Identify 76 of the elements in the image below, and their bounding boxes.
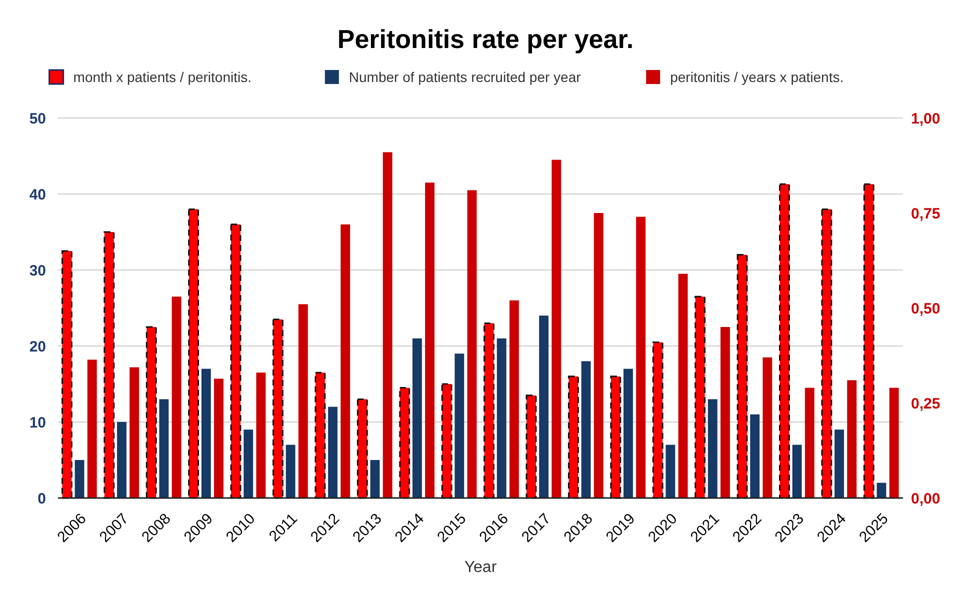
bar xyxy=(146,326,157,499)
bar xyxy=(779,183,790,499)
chart-title: Peritonitis rate per year. xyxy=(337,24,634,54)
bar xyxy=(694,296,706,499)
bar xyxy=(425,182,434,498)
bar xyxy=(484,322,494,499)
bar xyxy=(412,338,422,498)
y-tick-label: 30 xyxy=(29,262,46,280)
bar xyxy=(624,368,633,498)
bar xyxy=(298,304,308,498)
y-tick-label: 0 xyxy=(38,490,46,508)
legend-label: peritonitis / years x patients. xyxy=(670,69,844,85)
bar xyxy=(87,360,97,498)
y2-tick-label: 0,75 xyxy=(911,205,940,222)
bar xyxy=(581,361,591,498)
bar xyxy=(708,399,718,498)
bar xyxy=(652,341,664,499)
bar xyxy=(863,183,874,499)
bar xyxy=(876,482,886,498)
y2-tick-label: 0,50 xyxy=(911,300,940,318)
y-tick-label: 40 xyxy=(29,186,46,204)
bar xyxy=(230,224,242,499)
bar xyxy=(610,376,622,499)
bar xyxy=(792,444,802,498)
bar xyxy=(594,213,604,498)
bar xyxy=(272,318,284,499)
bar xyxy=(509,300,519,498)
bar xyxy=(74,460,84,498)
bar xyxy=(454,354,464,498)
bar xyxy=(526,394,537,499)
y2-tick-label: 0,25 xyxy=(911,395,940,412)
bar xyxy=(328,406,338,498)
bar xyxy=(244,430,254,498)
bar xyxy=(821,208,832,499)
bar xyxy=(117,422,126,498)
bar xyxy=(159,399,169,498)
bar xyxy=(636,216,646,498)
bar xyxy=(201,368,211,498)
x-axis-title: Year xyxy=(464,559,498,576)
bar xyxy=(750,414,760,498)
bar xyxy=(256,372,266,498)
bar xyxy=(720,327,730,498)
bar xyxy=(314,372,326,499)
bar xyxy=(539,316,549,498)
y2-tick-label: 0,00 xyxy=(911,490,940,508)
bar xyxy=(286,444,296,498)
bar xyxy=(804,388,814,498)
bar xyxy=(130,367,140,498)
bar xyxy=(736,254,748,499)
y-tick-label: 50 xyxy=(29,110,46,128)
bar xyxy=(104,231,115,499)
bar xyxy=(441,383,452,499)
bar xyxy=(356,398,368,499)
legend-label: Number of patients recruited per year xyxy=(348,69,582,85)
y2-tick-label: 1,00 xyxy=(911,110,940,128)
y-tick-label: 20 xyxy=(29,338,46,356)
bar xyxy=(467,190,477,498)
y-tick-label: 10 xyxy=(29,414,46,432)
bar xyxy=(568,376,579,499)
bar xyxy=(340,224,350,498)
bar xyxy=(382,152,392,498)
legend-label: month x patients / peritonitis. xyxy=(73,69,252,85)
bar xyxy=(61,250,72,499)
bar xyxy=(496,338,506,498)
bar xyxy=(847,380,857,498)
bar xyxy=(188,208,200,499)
bar xyxy=(666,444,676,498)
bar xyxy=(678,274,688,498)
bar xyxy=(834,430,844,498)
bar xyxy=(552,160,562,498)
bar xyxy=(214,378,224,498)
bar xyxy=(762,357,772,498)
bar xyxy=(889,388,899,498)
bar xyxy=(399,387,410,499)
bar xyxy=(370,460,380,498)
bar xyxy=(172,296,182,498)
